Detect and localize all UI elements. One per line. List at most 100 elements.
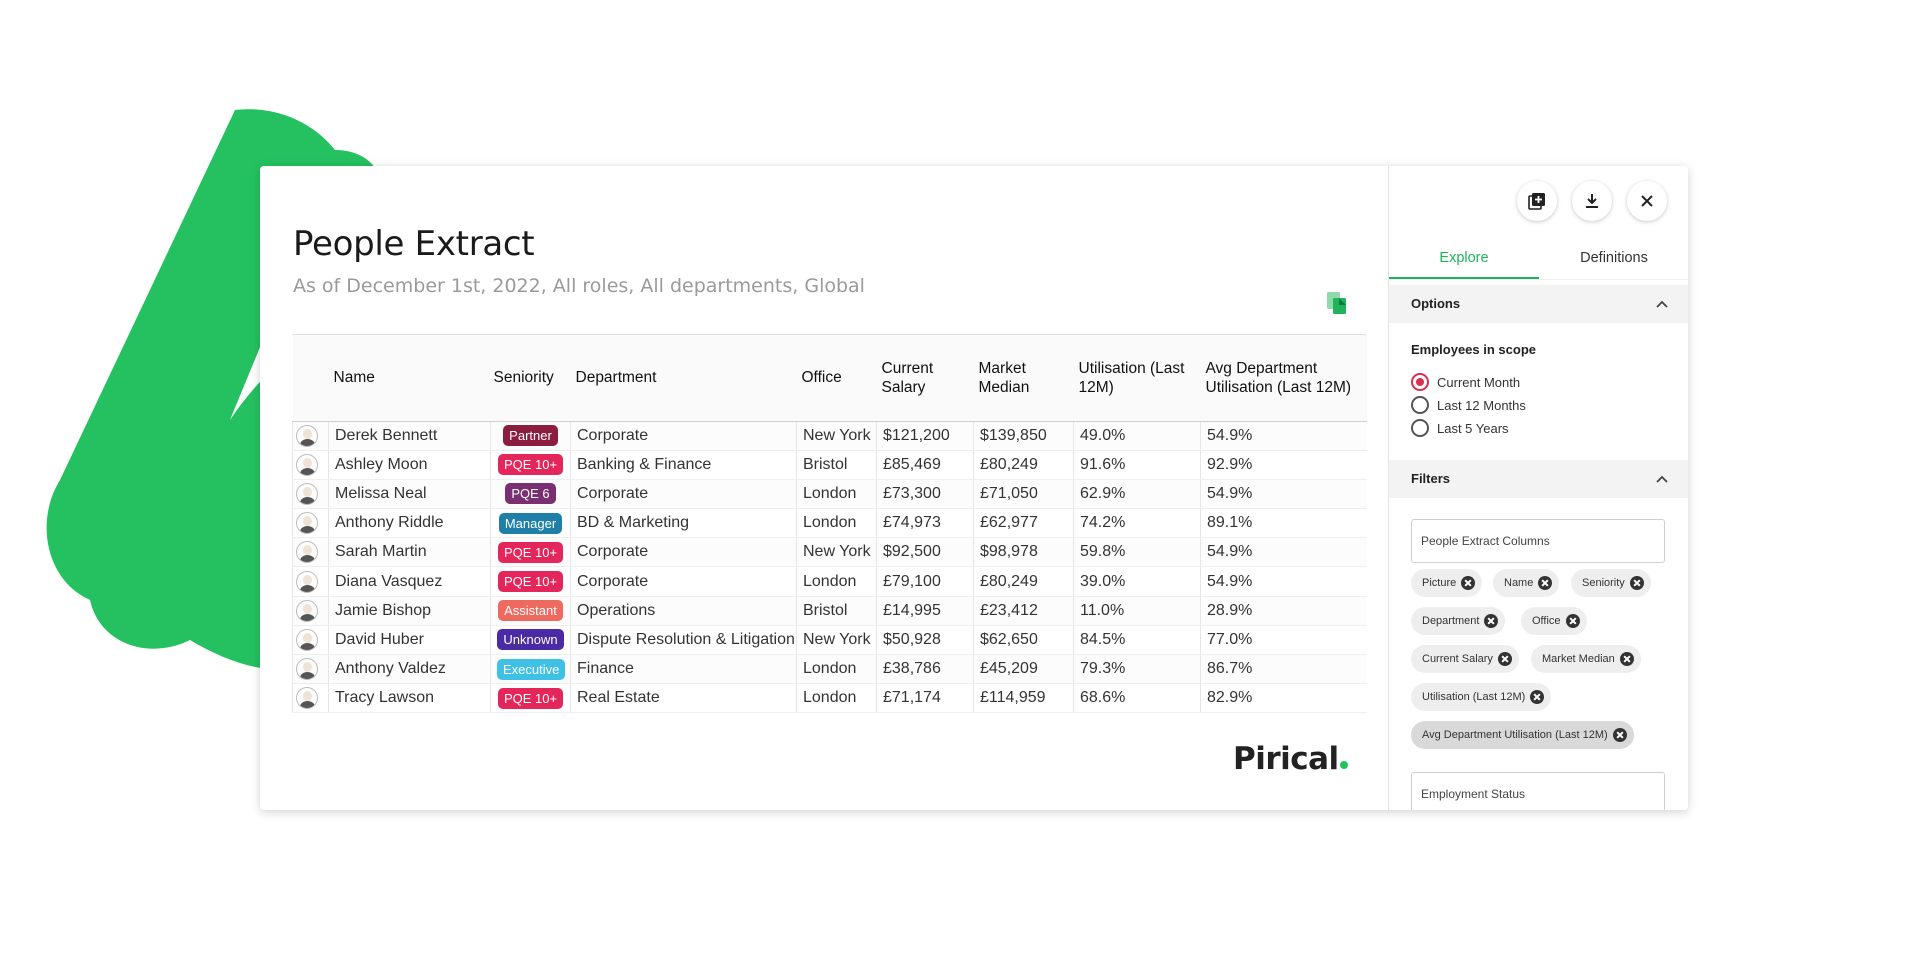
tab-explore[interactable]: Explore	[1389, 236, 1539, 279]
radio-last-12-months[interactable]: Last 12 Months	[1411, 396, 1526, 414]
chip-office[interactable]: Office	[1521, 607, 1587, 635]
column-header[interactable]: Name	[328, 335, 491, 422]
remove-chip-icon[interactable]	[1565, 614, 1580, 628]
chip-current-salary[interactable]: Current Salary	[1411, 645, 1519, 673]
salary-cell: $121,200	[876, 421, 974, 451]
avatar-cell	[292, 625, 329, 656]
download-button[interactable]	[1572, 181, 1612, 221]
add-note-icon	[1528, 193, 1545, 210]
column-header[interactable]: Department	[570, 335, 797, 422]
avg-utilisation-cell: 54.9%	[1200, 537, 1367, 568]
remove-chip-icon[interactable]	[1612, 728, 1627, 742]
people-table: Name Seniority Department Office Current Sal…	[292, 334, 1367, 714]
utilisation-cell: 84.5%	[1073, 625, 1201, 656]
department-cell: Dispute Resolution & Litigation	[570, 625, 797, 656]
close-button[interactable]	[1627, 181, 1667, 221]
remove-chip-icon[interactable]	[1530, 690, 1545, 704]
column-header[interactable]: Market Median	[973, 335, 1074, 422]
seniority-badge: Unknown	[497, 629, 564, 651]
options-section-header[interactable]: Options	[1389, 285, 1688, 323]
chip-seniority[interactable]: Seniority	[1571, 569, 1651, 597]
seniority-cell: PQE 10+	[490, 537, 571, 568]
avatar-cell	[292, 654, 329, 685]
name-cell: Tracy Lawson	[328, 683, 491, 714]
filters-section-header[interactable]: Filters	[1389, 460, 1688, 498]
department-cell: BD & Marketing	[570, 508, 797, 539]
column-header[interactable]: Avg Department Utilisation (Last 12M)	[1200, 335, 1367, 422]
department-cell: Corporate	[570, 566, 797, 597]
utilisation-cell: 79.3%	[1073, 654, 1201, 685]
logo-dot	[1339, 761, 1348, 769]
office-cell: New York	[796, 537, 877, 568]
avatar	[296, 541, 318, 564]
column-header[interactable]: Utilisation (Last 12M)	[1073, 335, 1201, 422]
seniority-badge: Manager	[498, 512, 563, 534]
avg-utilisation-cell: 92.9%	[1200, 450, 1367, 480]
remove-chip-icon[interactable]	[1538, 576, 1553, 590]
remove-chip-icon[interactable]	[1461, 576, 1476, 590]
chip-utilisation[interactable]: Utilisation (Last 12M)	[1411, 683, 1552, 711]
table-row[interactable]: Tracy Lawson PQE 10+ Real Estate London £71,…	[292, 683, 1367, 714]
table-row[interactable]: Anthony Valdez Executive Finance London £38,…	[292, 654, 1367, 685]
avatar	[296, 628, 318, 651]
seniority-cell: Executive	[490, 654, 571, 685]
avg-utilisation-cell: 54.9%	[1200, 566, 1367, 597]
table-row[interactable]: Melissa Neal PQE 6 Corporate London £73,300 £…	[292, 479, 1367, 510]
remove-chip-icon[interactable]	[1629, 576, 1644, 590]
chip-department[interactable]: Department	[1411, 607, 1506, 635]
table-row[interactable]: Jamie Bishop Assistant Operations Bristol £1…	[292, 596, 1367, 626]
seniority-badge: Assistant	[498, 600, 563, 622]
chip-market-median[interactable]: Market Median	[1531, 645, 1641, 673]
name-cell: Diana Vasquez	[328, 566, 491, 597]
add-note-button[interactable]	[1517, 181, 1557, 221]
chip-picture[interactable]: Picture	[1411, 569, 1483, 597]
table-row[interactable]: Anthony Riddle Manager BD & Marketing Londo…	[292, 508, 1367, 539]
name-cell: Derek Bennett	[328, 421, 491, 451]
remove-chip-icon[interactable]	[1619, 652, 1634, 666]
chip-label: Seniority	[1582, 577, 1625, 589]
utilisation-cell: 59.8%	[1073, 537, 1201, 568]
report-card: People Extract As of December 1st, 2022,…	[260, 166, 1688, 810]
column-header[interactable]: Seniority	[490, 335, 571, 422]
table-row[interactable]: Diana Vasquez PQE 10+ Corporate London £79,1…	[292, 566, 1367, 597]
column-header[interactable]: Office	[796, 335, 877, 422]
avatar	[296, 453, 318, 476]
utilisation-cell: 62.9%	[1073, 479, 1201, 510]
radio-current-month[interactable]: Current Month	[1411, 373, 1520, 391]
salary-cell: £73,300	[876, 479, 974, 510]
tab-definitions[interactable]: Definitions	[1580, 250, 1648, 266]
column-header[interactable]: Current Salary	[876, 335, 974, 422]
copy-icon[interactable]	[1324, 290, 1350, 316]
radio-label: Current Month	[1437, 374, 1521, 390]
column-header[interactable]	[292, 335, 329, 422]
avg-utilisation-cell: 82.9%	[1200, 683, 1367, 714]
chip-avg-department-utilisation[interactable]: Avg Department Utilisation (Last 12M)	[1411, 721, 1634, 749]
avg-utilisation-cell: 89.1%	[1200, 508, 1367, 539]
name-cell: Anthony Valdez	[328, 654, 491, 685]
seniority-badge: Partner	[503, 425, 558, 447]
table-row[interactable]: Derek Bennett Partner Corporate New York $12…	[292, 421, 1367, 451]
table-row[interactable]: David Huber Unknown Dispute Resolution & L…	[292, 625, 1367, 656]
close-icon	[1641, 195, 1653, 207]
market-median-cell: $139,850	[973, 421, 1074, 451]
utilisation-cell: 91.6%	[1073, 450, 1201, 480]
salary-cell: £38,786	[876, 654, 974, 685]
avatar	[296, 570, 318, 593]
remove-chip-icon[interactable]	[1484, 614, 1499, 628]
remove-chip-icon[interactable]	[1497, 652, 1512, 666]
avatar	[296, 658, 318, 681]
chip-label: Department	[1422, 615, 1480, 627]
radio-last-5-years[interactable]: Last 5 Years	[1411, 419, 1509, 437]
columns-select-field[interactable]: People Extract Columns	[1411, 519, 1665, 563]
avg-utilisation-cell: 54.9%	[1200, 421, 1367, 451]
office-cell: London	[796, 479, 877, 510]
explore-panel: Explore Definitions Options Employees in…	[1388, 166, 1688, 810]
chip-name[interactable]: Name	[1493, 569, 1560, 597]
table-row[interactable]: Ashley Moon PQE 10+ Banking & Finance Brist…	[292, 450, 1367, 480]
chip-label: Market Median	[1542, 653, 1615, 665]
seniority-cell: PQE 10+	[490, 450, 571, 480]
seniority-badge: PQE 10+	[497, 687, 564, 709]
market-median-cell: £71,050	[973, 479, 1074, 510]
employment-status-field[interactable]: Employment Status	[1411, 772, 1665, 810]
table-row[interactable]: Sarah Martin PQE 10+ Corporate New York $92,…	[292, 537, 1367, 568]
